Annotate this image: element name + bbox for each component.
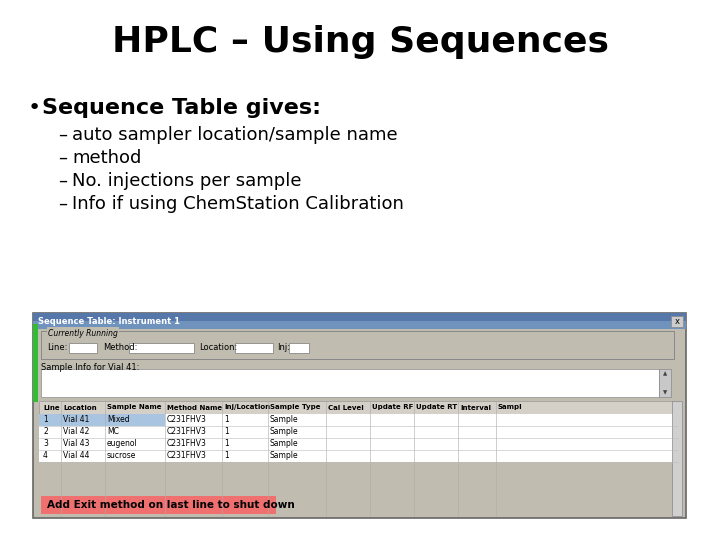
Text: Method:: Method: <box>103 343 138 353</box>
Text: Line:: Line: <box>47 343 68 353</box>
Text: –: – <box>58 195 67 213</box>
Text: eugenol: eugenol <box>107 440 138 449</box>
Text: 1: 1 <box>224 451 229 461</box>
Text: Sample Name: Sample Name <box>107 404 161 410</box>
Text: Interval: Interval <box>460 404 491 410</box>
Text: ▼: ▼ <box>663 390 667 395</box>
Bar <box>33 313 686 329</box>
Text: C231FHV3: C231FHV3 <box>167 428 207 436</box>
Text: 1: 1 <box>224 415 229 424</box>
Text: auto sampler location/sample name: auto sampler location/sample name <box>72 126 397 144</box>
Text: Sequence Table: Instrument 1: Sequence Table: Instrument 1 <box>38 316 180 326</box>
Bar <box>41 331 674 359</box>
Text: Sequence Table gives:: Sequence Table gives: <box>42 98 321 118</box>
Bar <box>235 343 273 353</box>
Bar <box>39 401 678 414</box>
Text: –: – <box>58 172 67 190</box>
Text: Vial 42: Vial 42 <box>63 428 89 436</box>
Bar <box>672 401 682 516</box>
Bar <box>165 414 678 426</box>
Bar <box>39 414 165 426</box>
Bar <box>39 450 678 462</box>
Text: Vial 44: Vial 44 <box>63 451 89 461</box>
Text: Vial 43: Vial 43 <box>63 440 89 449</box>
Text: Info if using ChemStation Calibration: Info if using ChemStation Calibration <box>72 195 404 213</box>
Text: ▲: ▲ <box>663 372 667 376</box>
Text: Sample: Sample <box>270 415 299 424</box>
Text: No. injections per sample: No. injections per sample <box>72 172 302 190</box>
Text: Update RT: Update RT <box>416 404 457 410</box>
Text: Update RF: Update RF <box>372 404 413 410</box>
Text: Inj/Location: Inj/Location <box>224 404 270 410</box>
Text: Sample: Sample <box>270 428 299 436</box>
Text: C231FHV3: C231FHV3 <box>167 415 207 424</box>
Bar <box>129 343 194 353</box>
Text: Vial 41: Vial 41 <box>63 415 89 424</box>
Text: 2: 2 <box>43 428 48 436</box>
Text: 4: 4 <box>43 451 48 461</box>
Text: Sampl: Sampl <box>498 404 523 410</box>
Text: Method Name: Method Name <box>167 404 222 410</box>
Text: method: method <box>72 149 141 167</box>
Text: –: – <box>58 149 67 167</box>
Text: Cal Level: Cal Level <box>328 404 364 410</box>
Bar <box>33 313 686 518</box>
Text: MC: MC <box>107 428 119 436</box>
Text: x: x <box>675 316 680 326</box>
Bar <box>41 496 276 514</box>
Text: •: • <box>28 98 41 118</box>
Text: Currently Running: Currently Running <box>48 328 118 338</box>
Text: sucrose: sucrose <box>107 451 136 461</box>
Text: Inj:: Inj: <box>277 343 290 353</box>
Bar <box>289 343 309 353</box>
Text: 1: 1 <box>43 415 48 424</box>
Bar <box>33 321 686 329</box>
Bar <box>41 369 659 397</box>
Text: Add Exit method on last line to shut down: Add Exit method on last line to shut dow… <box>47 500 294 510</box>
Text: Sample: Sample <box>270 451 299 461</box>
Bar <box>671 316 683 327</box>
Text: Location:: Location: <box>199 343 238 353</box>
Text: Line: Line <box>43 404 60 410</box>
Text: Location: Location <box>63 404 96 410</box>
Text: Mixed: Mixed <box>107 415 130 424</box>
Text: 3: 3 <box>43 440 48 449</box>
Text: C231FHV3: C231FHV3 <box>167 451 207 461</box>
Text: Sample: Sample <box>270 440 299 449</box>
Text: C231FHV3: C231FHV3 <box>167 440 207 449</box>
Bar <box>33 324 38 402</box>
Bar <box>39 438 678 450</box>
Text: –: – <box>58 126 67 144</box>
Text: Sample Type: Sample Type <box>270 404 320 410</box>
Text: 1: 1 <box>224 428 229 436</box>
Text: 1: 1 <box>224 440 229 449</box>
Bar <box>69 343 97 353</box>
Bar <box>39 426 678 438</box>
Text: HPLC – Using Sequences: HPLC – Using Sequences <box>112 25 608 59</box>
Bar <box>659 369 671 397</box>
Text: Sample Info for Vial 41:: Sample Info for Vial 41: <box>41 362 140 372</box>
